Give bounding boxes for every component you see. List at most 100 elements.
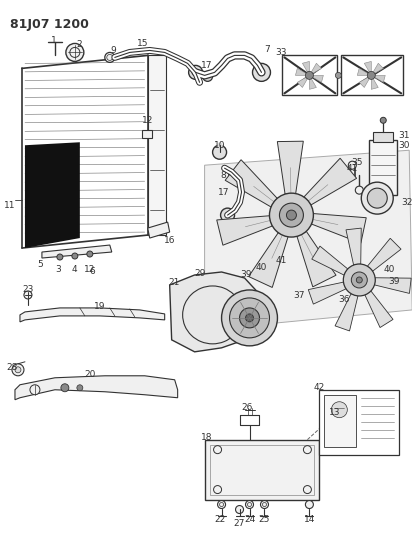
Circle shape [331,402,347,418]
Text: 16: 16 [164,236,176,245]
Circle shape [305,71,313,79]
Circle shape [61,384,69,392]
Text: 22: 22 [214,515,225,524]
Circle shape [280,203,304,227]
Text: 25: 25 [259,515,270,524]
Text: 14: 14 [304,515,315,524]
Polygon shape [309,75,323,83]
Text: 8: 8 [221,171,226,180]
Text: 37: 37 [294,292,305,301]
Text: 41: 41 [276,255,287,264]
Polygon shape [25,142,80,248]
Text: 42: 42 [314,383,325,392]
Text: 30: 30 [399,141,410,150]
Circle shape [245,314,254,322]
Circle shape [221,290,278,346]
Text: 1: 1 [51,36,57,45]
Text: 12: 12 [142,116,153,125]
Bar [148,55,166,235]
Polygon shape [304,158,357,205]
Circle shape [213,145,227,159]
Bar [341,55,403,95]
Polygon shape [170,272,257,352]
Text: 20: 20 [84,370,95,379]
Circle shape [12,364,24,376]
Text: 2: 2 [76,40,82,49]
Circle shape [15,367,21,373]
Text: 41: 41 [347,164,358,173]
Polygon shape [15,376,178,400]
Polygon shape [311,214,366,243]
Text: 40: 40 [384,265,395,274]
Text: 31: 31 [399,131,410,140]
Polygon shape [357,68,371,75]
Polygon shape [371,63,383,75]
Text: 15: 15 [137,39,148,48]
Text: 40: 40 [256,263,267,272]
Circle shape [221,208,235,222]
Polygon shape [249,233,288,287]
Circle shape [287,210,297,220]
Polygon shape [308,282,346,304]
Circle shape [328,415,335,421]
Text: 33: 33 [276,48,287,57]
Circle shape [343,264,375,296]
Text: 18: 18 [201,433,212,442]
Text: 4: 4 [72,265,78,274]
Text: 38: 38 [264,324,275,333]
Bar [373,132,393,142]
Circle shape [57,254,63,260]
Circle shape [252,63,271,82]
Circle shape [72,253,78,259]
Text: 24: 24 [244,515,255,524]
Circle shape [87,251,93,257]
Polygon shape [278,141,303,194]
Polygon shape [371,75,385,83]
Polygon shape [204,150,412,330]
Text: 29: 29 [194,270,205,278]
Text: 5: 5 [37,260,43,269]
Circle shape [105,52,115,62]
Circle shape [30,385,40,395]
Polygon shape [375,278,411,293]
Polygon shape [368,238,401,271]
Text: 19: 19 [94,302,106,311]
Text: 32: 32 [401,198,413,207]
Bar [319,390,399,455]
Polygon shape [312,246,348,275]
Polygon shape [359,75,371,87]
Circle shape [245,500,254,508]
Text: 26: 26 [242,403,253,412]
Text: 12: 12 [84,265,95,274]
Circle shape [367,188,387,208]
Polygon shape [309,63,321,75]
Polygon shape [297,231,336,287]
Circle shape [230,298,269,338]
Circle shape [77,385,83,391]
Circle shape [367,71,375,79]
Circle shape [189,66,203,79]
Polygon shape [309,75,316,90]
Text: 3: 3 [55,265,61,274]
Bar [324,395,356,447]
Circle shape [361,182,393,214]
Text: 34: 34 [249,325,260,334]
Text: 39: 39 [389,278,400,286]
Polygon shape [148,222,170,238]
Polygon shape [346,228,361,265]
Text: 9: 9 [110,46,116,55]
Text: 35: 35 [351,158,363,167]
Circle shape [235,505,244,513]
Polygon shape [217,216,272,245]
Text: 27: 27 [234,519,245,528]
Circle shape [203,71,213,82]
Polygon shape [302,61,309,75]
Text: 23: 23 [22,286,33,294]
Bar [142,130,152,138]
Circle shape [305,500,313,508]
Circle shape [228,170,237,178]
Polygon shape [371,75,378,90]
Circle shape [355,186,363,194]
Polygon shape [365,291,393,328]
Text: 21: 21 [168,278,179,287]
